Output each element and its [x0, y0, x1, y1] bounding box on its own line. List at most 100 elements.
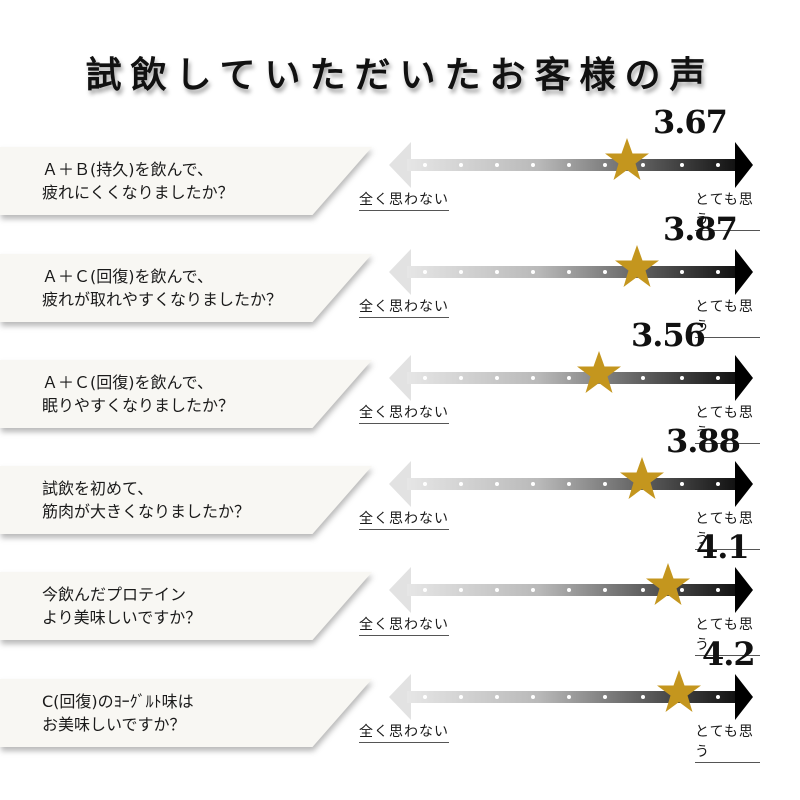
- scale-tick-dot: [641, 695, 645, 699]
- score-value: 3.87: [663, 210, 738, 248]
- arrow-left-icon: [389, 142, 411, 188]
- question-box: [0, 679, 380, 755]
- scale-tick-dot: [495, 163, 499, 167]
- arrow-right-icon: [735, 674, 753, 720]
- arrow-right-icon: [735, 249, 753, 295]
- scale-tick-dot: [567, 270, 571, 274]
- scale-max-label: とても思う: [695, 614, 760, 656]
- scale-tick-dot: [423, 376, 427, 380]
- rating-scale: 4.2 全く思わない とても思う: [359, 635, 760, 779]
- scale-tick-dot: [459, 695, 463, 699]
- arrow-right-icon: [735, 461, 753, 507]
- scale-tick-dot: [495, 482, 499, 486]
- survey-row-5: 今飲んだプロテイン より美味しいですか？ 4.1 全く思わない とても思う: [0, 528, 800, 672]
- question-text: 今飲んだプロテイン より美味しいですか？: [42, 585, 202, 627]
- scale-tick-dot: [459, 482, 463, 486]
- scale-min-label: 全く思わない: [359, 296, 449, 318]
- scale-tick-dot: [423, 588, 427, 592]
- scale-tick-dot: [495, 695, 499, 699]
- rating-scale: 3.87 全く思わない とても思う: [359, 210, 760, 354]
- scale-tick-dot: [531, 376, 535, 380]
- star-icon: [577, 351, 621, 393]
- star-icon: [605, 138, 649, 180]
- question-box: [0, 466, 380, 542]
- scale-min-label: 全く思わない: [359, 721, 449, 743]
- scale-min-label: 全く思わない: [359, 402, 449, 424]
- scale-tick-dot: [495, 588, 499, 592]
- scale-max-label: とても思う: [695, 296, 760, 338]
- scale-bar: [407, 159, 737, 171]
- arrow-left-icon: [389, 249, 411, 295]
- question-text: Ａ＋Ｂ(持久)を飲んで、 疲れにくくなりましたか？: [42, 160, 234, 202]
- question-box: [0, 254, 380, 330]
- scale-min-label: 全く思わない: [359, 508, 449, 530]
- question-box-background: [0, 466, 372, 534]
- survey-row-4: 試飲を初めて、 筋肉が大きくなりましたか？ 3.88 全く思わない とても思う: [0, 422, 800, 566]
- scale-bar: [407, 478, 737, 490]
- scale-tick-dot: [680, 588, 684, 592]
- question-box-background: [0, 572, 372, 640]
- scale-tick-dot: [603, 163, 607, 167]
- question-box: [0, 147, 380, 223]
- scale-tick-dot: [716, 588, 720, 592]
- score-value: 4.1: [696, 528, 750, 566]
- scale-tick-dot: [567, 695, 571, 699]
- question-text: 試飲を初めて、 筋肉が大きくなりましたか？: [42, 479, 251, 521]
- scale-tick-dot: [567, 482, 571, 486]
- scale-min-label: 全く思わない: [359, 189, 449, 211]
- scale-tick-dot: [641, 163, 645, 167]
- scale-tick-dot: [603, 270, 607, 274]
- scale-tick-dot: [716, 695, 720, 699]
- question-text: Ａ＋Ｃ(回復)を飲んで、 疲れが取れやすくなりましたか？: [42, 267, 283, 309]
- scale-max-label: とても思う: [695, 508, 760, 550]
- scale-tick-dot: [531, 588, 535, 592]
- star-icon: [646, 563, 690, 605]
- arrow-left-icon: [389, 674, 411, 720]
- scale-tick-dot: [423, 482, 427, 486]
- scale-max-label: とても思う: [695, 721, 760, 763]
- scale-tick-dot: [567, 163, 571, 167]
- rating-scale: 3.67 全く思わない とても思う: [359, 103, 760, 247]
- score-value: 3.56: [631, 316, 706, 354]
- scale-bar: [407, 691, 737, 703]
- question-text: Ａ＋Ｃ(回復)を飲んで、 眠りやすくなりましたか？: [42, 373, 235, 415]
- question-box-background: [0, 360, 372, 428]
- scale-tick-dot: [459, 376, 463, 380]
- rating-scale: 3.88 全く思わない とても思う: [359, 422, 760, 566]
- arrow-left-icon: [389, 355, 411, 401]
- scale-tick-dot: [603, 588, 607, 592]
- arrow-right-icon: [735, 567, 753, 613]
- scale-tick-dot: [680, 270, 684, 274]
- question-text: C(回復)のﾖｰｸﾞﾙﾄ味は お美味しいですか？: [42, 692, 194, 734]
- scale-tick-dot: [716, 163, 720, 167]
- scale-bar: [407, 372, 737, 384]
- star-icon: [620, 457, 664, 499]
- scale-max-label: とても思う: [695, 189, 760, 231]
- rating-scale: 3.56 全く思わない とても思う: [359, 316, 760, 460]
- scale-tick-dot: [641, 588, 645, 592]
- question-box: [0, 360, 380, 436]
- scale-tick-dot: [716, 270, 720, 274]
- survey-row-3: Ａ＋Ｃ(回復)を飲んで、 眠りやすくなりましたか？ 3.56 全く思わない とて…: [0, 316, 800, 460]
- question-box-background: [0, 147, 372, 215]
- scale-tick-dot: [423, 163, 427, 167]
- scale-tick-dot: [531, 482, 535, 486]
- question-box-background: [0, 679, 372, 747]
- scale-tick-dot: [680, 163, 684, 167]
- scale-tick-dot: [603, 482, 607, 486]
- scale-min-label: 全く思わない: [359, 614, 449, 636]
- scale-tick-dot: [603, 695, 607, 699]
- arrow-left-icon: [389, 461, 411, 507]
- scale-tick-dot: [495, 270, 499, 274]
- survey-row-6: C(回復)のﾖｰｸﾞﾙﾄ味は お美味しいですか？ 4.2 全く思わない とても思…: [0, 635, 800, 779]
- arrow-right-icon: [735, 355, 753, 401]
- scale-tick-dot: [567, 588, 571, 592]
- star-icon: [657, 670, 701, 712]
- scale-tick-dot: [716, 482, 720, 486]
- page-title: 試飲していただいたお客様の声: [85, 55, 715, 96]
- scale-tick-dot: [680, 376, 684, 380]
- star-icon: [615, 245, 659, 287]
- rating-scale: 4.1 全く思わない とても思う: [359, 528, 760, 672]
- scale-tick-dot: [423, 695, 427, 699]
- arrow-left-icon: [389, 567, 411, 613]
